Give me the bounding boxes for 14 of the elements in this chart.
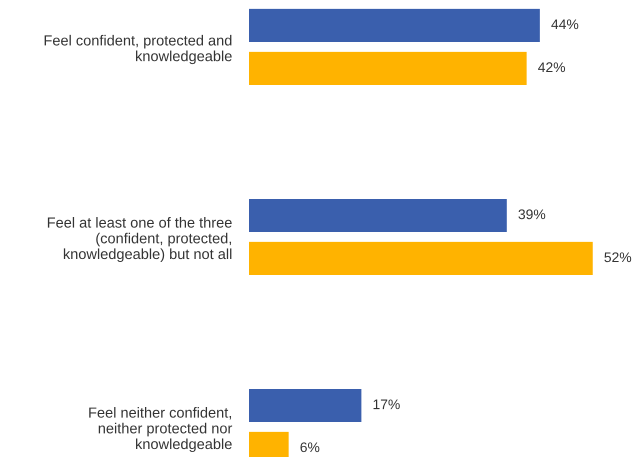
data-label: 17%	[374, 399, 400, 410]
data-label: 6%	[300, 442, 320, 452]
bar	[249, 388, 362, 422]
data-label: 52%	[604, 252, 632, 262]
bar	[249, 242, 593, 275]
data-label: 39%	[518, 209, 546, 220]
y-tick-label: Feel neither confident, neither protected nor knowledgeable	[89, 407, 232, 452]
y-tick-label: Feel at least one of the three (confident, protected, knowledgeable) but not all	[48, 217, 232, 262]
bar	[249, 52, 527, 85]
y-tick-label: Feel confident, protected and knowledgeable	[44, 34, 232, 64]
data-label: 44%	[551, 19, 578, 30]
bar	[249, 8, 540, 42]
data-label: 42%	[538, 62, 566, 72]
bar	[249, 198, 507, 232]
